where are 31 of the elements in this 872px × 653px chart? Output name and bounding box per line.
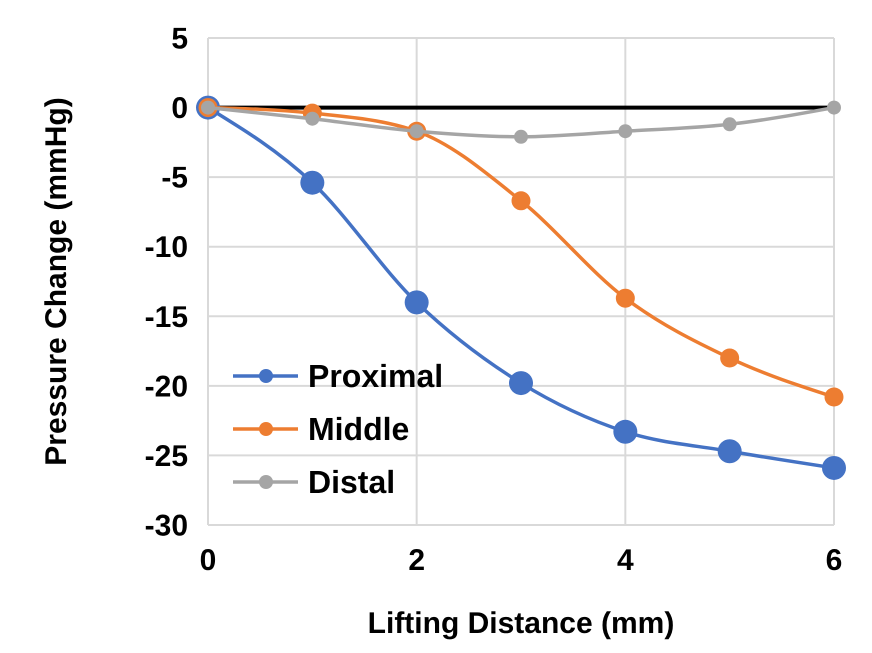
y-tick-label: -30: [144, 510, 188, 542]
point: [824, 387, 844, 406]
point: [718, 439, 742, 464]
point: [514, 130, 528, 144]
point: [827, 100, 841, 115]
point: [616, 288, 635, 308]
x-tick-label: 4: [616, 544, 634, 577]
legend-label: Distal: [308, 464, 396, 500]
x-tick-label: 2: [408, 544, 426, 577]
y-tick-label: -10: [144, 231, 188, 264]
point: [618, 124, 632, 138]
point: [404, 290, 429, 314]
x-axis-title: Lifting Distance (mm): [368, 607, 674, 640]
x-tick-label: 6: [826, 544, 842, 577]
legend-label: Proximal: [308, 358, 444, 394]
point: [512, 191, 530, 210]
y-tick-label: -5: [161, 162, 188, 195]
y-axis-title: Pressure Change (mmHg): [40, 97, 73, 466]
legend-label: Middle: [308, 411, 410, 448]
y-tick-label: 5: [171, 22, 188, 56]
y-tick-label: -25: [144, 440, 188, 473]
point: [722, 117, 737, 132]
x-tick-label: 0: [200, 544, 216, 577]
point: [613, 420, 638, 444]
point: [720, 348, 740, 368]
y-tick-label: 0: [171, 92, 188, 126]
point: [300, 170, 324, 195]
point: [822, 456, 846, 480]
point: [509, 371, 533, 396]
y-tick-label: -20: [144, 370, 188, 404]
y-tick-label: -15: [144, 300, 188, 334]
